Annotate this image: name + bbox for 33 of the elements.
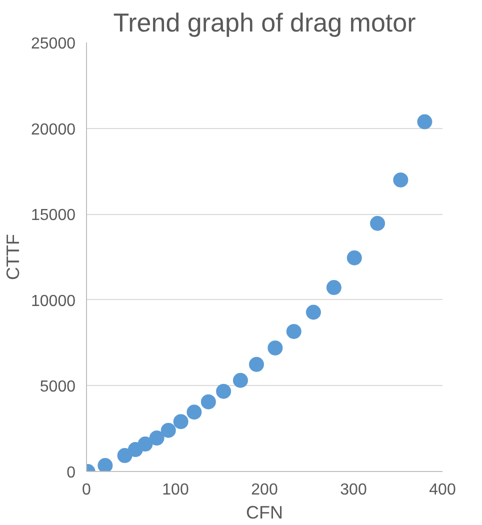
point bbox=[160, 422, 176, 438]
y-axis-title: CTTF bbox=[3, 234, 24, 280]
point bbox=[200, 394, 216, 410]
y-tick-label: 5000 bbox=[40, 378, 76, 396]
x-tick-label: 300 bbox=[340, 482, 367, 498]
point bbox=[393, 172, 408, 188]
y-tick-label: 0 bbox=[66, 464, 76, 482]
point bbox=[117, 448, 132, 464]
point bbox=[326, 280, 342, 296]
point bbox=[149, 430, 164, 446]
point bbox=[248, 356, 264, 372]
point bbox=[286, 324, 302, 339]
point bbox=[232, 372, 248, 388]
chart-title: Trend graph of drag motor bbox=[113, 8, 416, 38]
point bbox=[98, 458, 113, 472]
point bbox=[138, 436, 153, 452]
x-tick-label: 100 bbox=[162, 482, 189, 498]
point bbox=[173, 414, 188, 430]
point bbox=[186, 404, 202, 420]
y-tick-label: 20000 bbox=[31, 121, 76, 138]
y-tick-label: 25000 bbox=[31, 36, 76, 52]
point bbox=[417, 114, 432, 130]
x-tick-label: 0 bbox=[82, 482, 92, 498]
point bbox=[216, 384, 232, 399]
point bbox=[268, 340, 283, 356]
y-tick-label: 10000 bbox=[31, 292, 76, 310]
x-tick-label: 200 bbox=[251, 482, 278, 498]
point bbox=[306, 304, 321, 320]
x-axis-title: CFN bbox=[246, 502, 284, 522]
point bbox=[370, 216, 386, 231]
y-tick-label: 15000 bbox=[31, 207, 76, 224]
x-tick-label: 400 bbox=[429, 482, 456, 498]
point bbox=[346, 250, 362, 266]
